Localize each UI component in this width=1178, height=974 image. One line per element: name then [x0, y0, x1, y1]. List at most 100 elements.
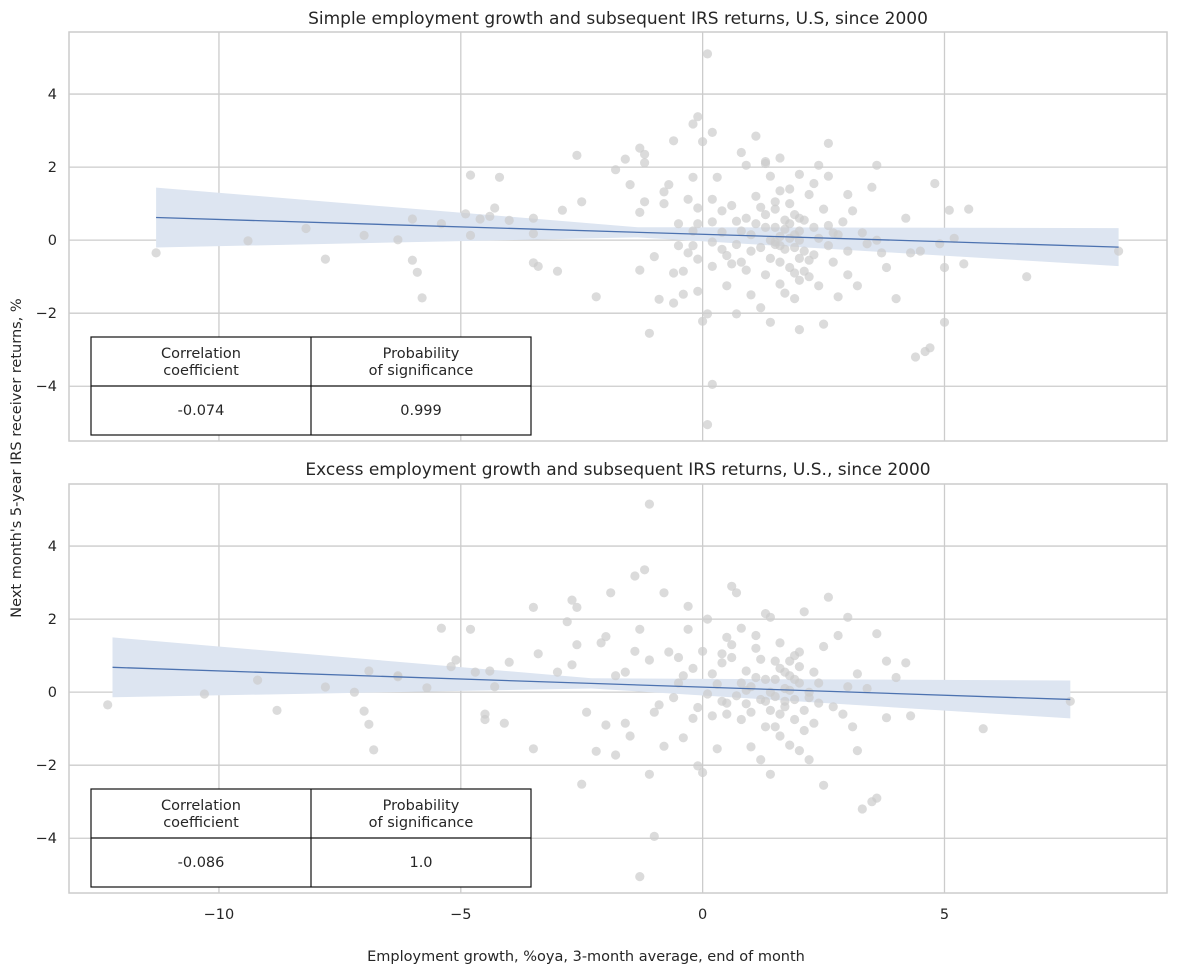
scatter-point [620, 154, 630, 164]
scatter-point [465, 624, 476, 634]
scatter-point [446, 662, 456, 672]
stats-table-value: 0.999 [400, 403, 442, 419]
scatter-point [804, 693, 814, 703]
scatter-point [591, 746, 601, 756]
scatter-point [731, 588, 742, 598]
scatter-point [828, 257, 838, 267]
scatter-point [731, 309, 742, 319]
scatter-point [790, 674, 800, 685]
scatter-point [659, 741, 669, 751]
scatter-point [707, 194, 717, 204]
plot-frame [68, 31, 1168, 442]
scatter-point [669, 298, 679, 308]
scatter-point [688, 713, 698, 724]
scatter-point [785, 199, 795, 209]
scatter-point [552, 266, 563, 276]
scatter-point [780, 224, 790, 234]
y-tick-label: 0 [48, 685, 57, 701]
scatter-point [944, 205, 954, 215]
scatter-point [746, 230, 756, 240]
scatter-point [794, 169, 805, 179]
scatter-point [848, 722, 858, 732]
scatter-point [790, 694, 800, 705]
scatter-point [359, 230, 369, 240]
scatter-point [770, 656, 780, 666]
scatter-point [490, 682, 500, 692]
scatter-point [635, 143, 645, 153]
scatter-point [823, 171, 834, 181]
chart-title: Excess employment growth and subsequent … [305, 460, 930, 480]
y-tick-label: 2 [48, 612, 57, 628]
scatter-point [736, 226, 746, 236]
scatter-point [736, 147, 746, 158]
scatter-point [775, 731, 785, 741]
scatter-point [785, 656, 795, 666]
scatter-point [838, 217, 848, 227]
scatter-point [978, 724, 988, 734]
y-tick-label: 4 [48, 87, 57, 103]
scatter-point [654, 700, 664, 710]
scatter-point [577, 779, 587, 789]
scatter-point [673, 652, 684, 663]
scatter-point [485, 666, 495, 676]
scatter-point [819, 204, 829, 214]
stats-table: Correlation coefficient Probability of sign… [90, 336, 532, 436]
scatter-point [630, 646, 640, 656]
scatter-point [572, 640, 582, 650]
scatter-point [528, 744, 539, 754]
scatter-point [702, 420, 713, 430]
scatter-point [572, 150, 582, 160]
scatter-point [412, 267, 422, 277]
scatter-point [964, 204, 974, 214]
scatter-point [533, 649, 543, 659]
scatter-point [843, 682, 853, 692]
scatter-point [301, 223, 311, 234]
scatter-point [775, 153, 785, 163]
scatter-point [272, 705, 282, 716]
scatter-point [852, 669, 863, 679]
scatter-point [480, 714, 490, 725]
scatter-point [770, 204, 780, 214]
scatter-point [683, 248, 693, 258]
scatter-point [1022, 272, 1032, 282]
scatter-point [364, 666, 374, 676]
scatter-point [770, 197, 780, 207]
scatter-point [644, 655, 655, 665]
scatter-point [504, 215, 514, 225]
scatter-point [799, 705, 809, 716]
scatter-point [567, 660, 577, 670]
scatter-point [707, 379, 717, 389]
scatter-point [765, 253, 776, 263]
scatter-point [635, 624, 645, 634]
scatter-point [698, 646, 708, 656]
scatter-point [881, 262, 892, 273]
scatter-point [790, 268, 800, 278]
scatter-point [722, 698, 732, 708]
scatter-point [253, 675, 263, 685]
scatter-point [775, 709, 785, 719]
scatter-point [567, 595, 577, 605]
scatter-point [804, 755, 814, 765]
scatter-point [891, 672, 901, 683]
y-tick-label: 2 [48, 160, 57, 176]
scatter-point [751, 131, 761, 141]
scatter-point [320, 682, 330, 692]
scatter-point [939, 262, 950, 273]
scatter-point [693, 112, 703, 122]
scatter-point [906, 248, 916, 258]
scatter-point [760, 696, 771, 706]
scatter-point [925, 343, 935, 353]
scatter-point [770, 674, 780, 685]
scatter-point [756, 242, 766, 253]
scatter-point [698, 137, 708, 147]
y-tick-label: −4 [36, 379, 57, 395]
scatter-point [407, 214, 417, 224]
scatter-point [369, 745, 379, 755]
scatter-point [760, 210, 771, 220]
y-tick-label: −2 [36, 306, 57, 322]
scatter-point [741, 213, 751, 223]
scatter-point [659, 199, 669, 209]
scatter-point [417, 293, 427, 303]
scatter-point [678, 733, 688, 743]
scatter-point [736, 623, 746, 633]
